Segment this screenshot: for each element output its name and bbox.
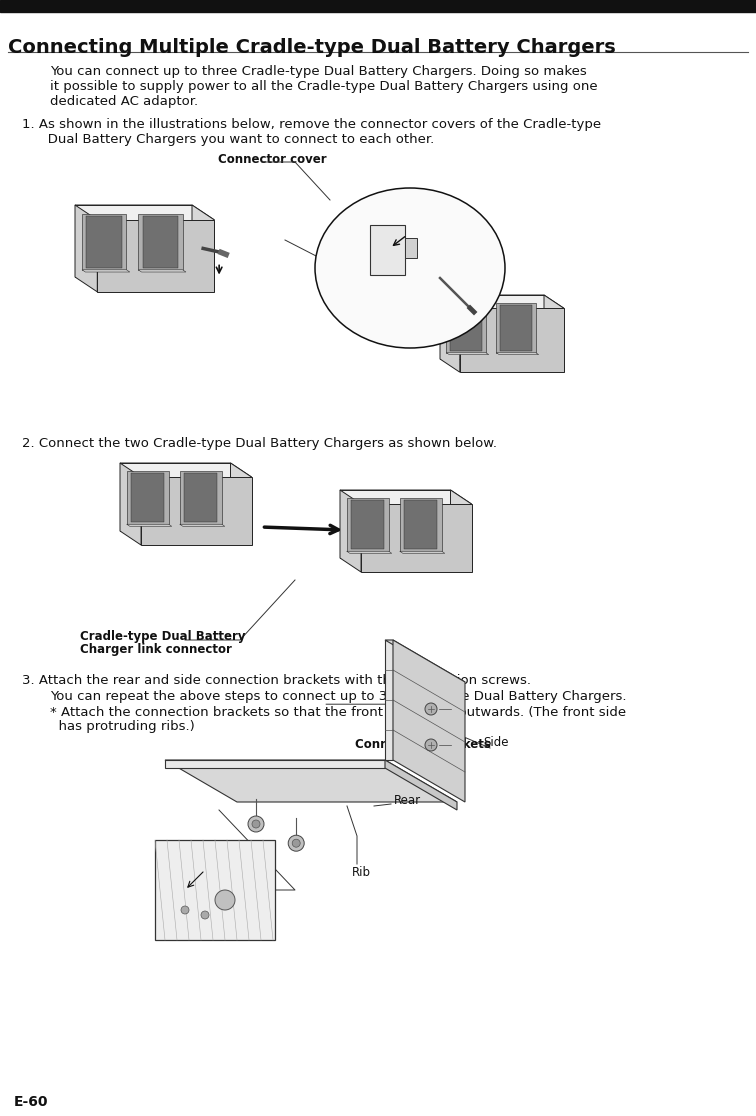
Polygon shape [138,213,183,270]
Polygon shape [400,551,445,554]
Circle shape [425,703,437,715]
Polygon shape [340,490,472,504]
Ellipse shape [315,187,505,348]
Text: 2. Connect the two Cradle-type Dual Battery Chargers as shown below.: 2. Connect the two Cradle-type Dual Batt… [22,437,497,450]
Polygon shape [82,270,130,272]
Polygon shape [361,504,472,573]
Polygon shape [75,205,192,277]
Bar [0,0,756,12]
Polygon shape [500,305,531,350]
Polygon shape [446,302,486,353]
Bar [405,238,417,258]
Bar [370,225,405,275]
Circle shape [252,820,260,828]
Polygon shape [385,760,457,810]
Text: 3. Attach the rear and side connection brackets with the connection screws.: 3. Attach the rear and side connection b… [22,674,531,687]
Bar [155,840,275,940]
Text: * Attach the connection brackets so that the front side faces outwards. (The fro: * Attach the connection brackets so that… [50,706,626,719]
Polygon shape [404,500,438,549]
Polygon shape [340,490,451,558]
Text: Rear: Rear [394,795,421,808]
Polygon shape [120,463,141,545]
Polygon shape [460,308,564,373]
Text: dedicated AC adaptor.: dedicated AC adaptor. [50,95,198,108]
Polygon shape [131,473,164,522]
Circle shape [293,839,300,847]
Polygon shape [82,213,126,270]
Text: Connector cover: Connector cover [218,153,327,166]
Polygon shape [138,270,186,272]
Polygon shape [126,525,172,527]
Polygon shape [440,295,460,373]
Text: E-60: E-60 [14,1095,48,1109]
Text: has protruding ribs.): has protruding ribs.) [50,720,195,733]
Polygon shape [192,205,214,292]
Circle shape [248,816,264,833]
Text: Cradle-type Dual Battery: Cradle-type Dual Battery [80,631,246,643]
Polygon shape [141,477,252,545]
Polygon shape [385,639,465,682]
Text: Charger link connector: Charger link connector [80,643,232,656]
Polygon shape [86,215,122,268]
Polygon shape [544,295,564,373]
Circle shape [425,739,437,751]
Polygon shape [340,490,361,573]
Polygon shape [351,500,384,549]
Text: Connecting Multiple Cradle-type Dual Battery Chargers: Connecting Multiple Cradle-type Dual Bat… [8,38,615,57]
Text: Connection brackets: Connection brackets [355,738,491,751]
Polygon shape [143,215,178,268]
Polygon shape [400,498,442,551]
Text: Rib: Rib [446,739,466,752]
Polygon shape [446,353,488,355]
Polygon shape [165,760,457,802]
Polygon shape [180,525,225,527]
Text: Side: Side [483,735,509,749]
Polygon shape [165,760,385,768]
Text: 1. As shown in the illustrations below, remove the connector covers of the Cradl: 1. As shown in the illustrations below, … [22,118,601,131]
Polygon shape [393,639,465,802]
Text: Dual Battery Chargers you want to connect to each other.: Dual Battery Chargers you want to connec… [35,133,434,146]
Circle shape [201,911,209,918]
Polygon shape [184,473,218,522]
Polygon shape [180,471,222,525]
Polygon shape [440,295,544,359]
Polygon shape [450,305,482,350]
Polygon shape [120,463,231,531]
Polygon shape [231,463,252,545]
Polygon shape [496,353,539,355]
Polygon shape [385,639,393,760]
Polygon shape [98,220,214,292]
Polygon shape [347,551,392,554]
Circle shape [288,835,304,852]
Polygon shape [120,463,252,477]
Polygon shape [75,205,214,220]
Polygon shape [496,302,536,353]
Text: You can connect up to three Cradle-type Dual Battery Chargers. Doing so makes: You can connect up to three Cradle-type … [50,65,587,78]
Polygon shape [440,295,564,308]
Polygon shape [75,205,98,292]
Text: it possible to supply power to all the Cradle-type Dual Battery Chargers using o: it possible to supply power to all the C… [50,80,598,93]
Circle shape [181,906,189,914]
Polygon shape [126,471,169,525]
Circle shape [215,889,235,910]
Text: Rib: Rib [352,866,371,879]
Polygon shape [347,498,389,551]
Text: You can repeat the above steps to connect up to 3 Cradle-type Dual Battery Charg: You can repeat the above steps to connec… [50,690,627,703]
Polygon shape [451,490,472,573]
